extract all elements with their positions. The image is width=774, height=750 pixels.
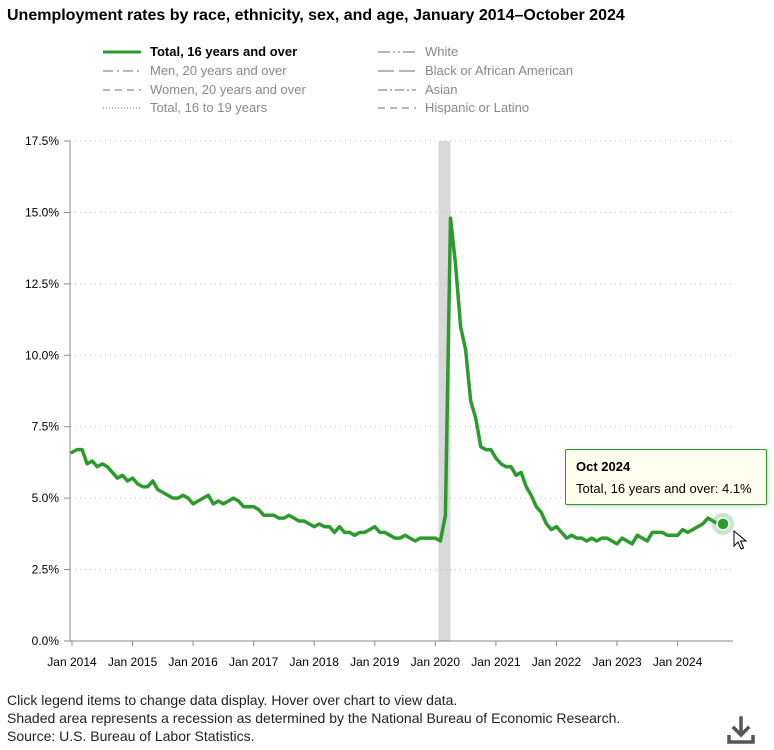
footnote-recession: Shaded area represents a recession as de…	[7, 710, 621, 726]
recession-band	[438, 141, 451, 641]
legend-item-men-20-and-over[interactable]: Men, 20 years and over	[103, 63, 287, 78]
legend-item-women-20-and-over[interactable]: Women, 20 years and over	[103, 82, 306, 97]
y-tick-label: 2.5%	[32, 563, 60, 577]
legend-item-total-16-and-over[interactable]: Total, 16 years and over	[103, 44, 297, 59]
legend-item-total-16-to-19[interactable]: Total, 16 to 19 years	[103, 100, 267, 115]
series-line-total-16-and-over	[70, 216, 725, 546]
y-tick-label: 17.5%	[25, 134, 59, 148]
legend-swatch	[103, 50, 141, 53]
legend-label: Men, 20 years and over	[150, 63, 287, 78]
x-tick-label: Jan 2023	[592, 655, 642, 669]
footnote-source: Source: U.S. Bureau of Labor Statistics.	[7, 728, 255, 744]
x-tick-label: Jan 2016	[168, 655, 218, 669]
legend-label: Black or African American	[425, 63, 574, 78]
y-tick-label: 12.5%	[25, 277, 59, 291]
download-icon[interactable]	[727, 715, 755, 745]
legend-label: Total, 16 years and over	[150, 44, 298, 59]
x-tick-label: Jan 2020	[411, 655, 461, 669]
footnote-instructions: Click legend items to change data displa…	[7, 692, 458, 708]
legend-swatch	[103, 69, 141, 72]
tooltip-value: Total, 16 years and over: 4.1%	[576, 481, 752, 496]
highlight-point	[716, 517, 730, 531]
tooltip-date: Oct 2024	[576, 459, 631, 474]
legend-item-hispanic-or-latino[interactable]: Hispanic or Latino	[378, 100, 529, 115]
y-tick-label: 5.0%	[32, 491, 60, 505]
legend-label: White	[425, 44, 459, 59]
legend-label: Hispanic or Latino	[425, 100, 530, 115]
legend-label: Total, 16 to 19 years	[150, 100, 268, 115]
legend-label: Asian	[425, 82, 458, 97]
x-tick-label: Jan 2014	[47, 655, 97, 669]
legend-item-black-or-african-american[interactable]: Black or African American	[378, 63, 573, 78]
legend-swatch	[378, 88, 416, 91]
x-tick-label: Jan 2021	[471, 655, 521, 669]
line-chart[interactable]: 0.0% 2.5% 5.0% 7.5% 10.0% 12.5% 15.0% 17.5% Jan …	[0, 0, 774, 690]
mouse-pointer-icon	[733, 530, 747, 550]
x-tick-label: Jan 2017	[229, 655, 279, 669]
legend-item-white[interactable]: White	[378, 44, 458, 59]
y-tick-label: 15.0%	[25, 205, 59, 219]
y-tick-label: 0.0%	[32, 634, 60, 648]
legend-item-asian[interactable]: Asian	[378, 82, 458, 97]
legend-swatch	[378, 106, 416, 109]
x-tick-label: Jan 2024	[653, 655, 703, 669]
x-tick-label: Jan 2022	[532, 655, 582, 669]
legend-swatch	[378, 69, 416, 72]
x-tick-label: Jan 2018	[290, 655, 340, 669]
chart-tooltip: Oct 2024 Total, 16 years and over: 4.1%	[565, 449, 767, 505]
x-tick-label: Jan 2019	[350, 655, 400, 669]
legend-swatch	[103, 88, 141, 91]
y-tick-label: 7.5%	[32, 420, 60, 434]
y-tick-label: 10.0%	[25, 348, 59, 362]
legend-swatch	[103, 106, 141, 109]
chart-title: Unemployment rates by race, ethnicity, s…	[7, 7, 625, 24]
x-tick-label: Jan 2015	[108, 655, 158, 669]
legend-swatch	[378, 50, 416, 53]
legend-label: Women, 20 years and over	[150, 82, 306, 97]
